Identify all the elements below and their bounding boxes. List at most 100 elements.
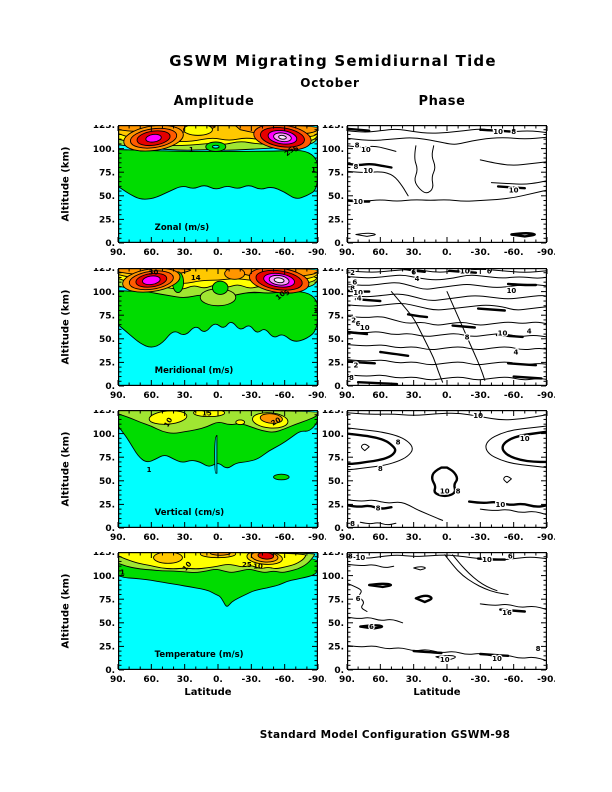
- phase-contour-line: [347, 374, 547, 381]
- contour-label: 10: [355, 554, 365, 562]
- y-tick-label: 100.: [93, 572, 115, 582]
- phase-contour-line: [347, 170, 409, 197]
- contour-label: 10: [495, 501, 505, 509]
- y-tick-label: 75.: [328, 168, 344, 178]
- phase-contour-line: [347, 289, 371, 293]
- contour-label: 2: [351, 316, 356, 324]
- contour-label: 10: [363, 167, 373, 175]
- contour-label: 4: [415, 275, 420, 283]
- phase-contour-line: [510, 232, 536, 238]
- contour-label: 8: [355, 141, 360, 149]
- y-tick-label: 75.: [328, 311, 344, 321]
- phase-contour-line: [347, 136, 547, 145]
- phase-contour-line: [354, 298, 382, 303]
- x-tick-label: 30.: [406, 391, 422, 401]
- y-tick-label: 0.: [105, 666, 115, 676]
- y-tick-label: 125.: [93, 410, 115, 416]
- x-tick-label: -30.: [470, 533, 490, 543]
- y-tick-label: 100.: [322, 572, 344, 582]
- x-axis-label: Latitude: [184, 687, 231, 698]
- contour-label: 10: [440, 488, 450, 496]
- y-tick-label: 25.: [328, 643, 344, 653]
- contour-label: 10: [482, 556, 492, 564]
- contour-label: 20: [270, 416, 283, 428]
- contour-label: 10: [440, 656, 450, 664]
- x-tick-label: -30.: [241, 248, 261, 258]
- x-tick-label: -60.: [504, 248, 524, 258]
- phase-contour-line: [347, 331, 369, 336]
- phase-contour-line: [414, 145, 436, 194]
- y-tick-label: 25.: [328, 359, 344, 369]
- phase-contour-line: [476, 557, 506, 561]
- phase-contour-line: [379, 350, 410, 357]
- contour-region: [214, 435, 218, 474]
- y-tick-label: 25.: [99, 501, 115, 511]
- y-axis-label: Altitude (km): [60, 289, 72, 365]
- x-tick-label: -60.: [504, 675, 524, 685]
- contour-label: 6: [356, 320, 361, 328]
- contour-label: 8: [456, 488, 461, 496]
- phase-contour-line: [403, 268, 426, 273]
- phase-contour-line: [347, 554, 547, 561]
- contour-label: 10: [253, 563, 263, 571]
- contour-label: 8: [378, 465, 383, 473]
- contour-label: 8: [350, 520, 355, 528]
- y-tick-label: 75.: [328, 453, 344, 463]
- y-tick-label: 50.: [99, 335, 115, 345]
- phase-contour-line: [347, 145, 397, 152]
- phase-contour-line: [355, 232, 376, 237]
- phase-contour-line: [479, 508, 547, 516]
- y-tick-label: 25.: [328, 501, 344, 511]
- x-tick-label: 30.: [406, 248, 422, 258]
- contour-label: 8: [511, 128, 516, 136]
- x-tick-label: -30.: [470, 391, 490, 401]
- x-tick-label: 60.: [143, 675, 159, 685]
- phase-contour-line: [499, 608, 526, 613]
- x-tick-label: 0.: [213, 675, 223, 685]
- column-header-phase: Phase: [418, 94, 466, 109]
- phase-contour-line: [479, 652, 510, 657]
- contour-label: 1: [147, 466, 152, 474]
- x-tick-label: 60.: [372, 391, 388, 401]
- y-tick-label: 75.: [328, 595, 344, 605]
- phase-contour-line: [347, 563, 395, 568]
- y-tick-label: 125.: [322, 125, 344, 131]
- y-tick-label: 50.: [328, 335, 344, 345]
- y-tick-label: 25.: [328, 216, 344, 226]
- phase-contour-line: [347, 645, 547, 662]
- x-tick-label: 0.: [213, 248, 223, 258]
- x-tick-label: -60.: [504, 533, 524, 543]
- contour-label: 8: [465, 333, 470, 341]
- x-tick-label: -30.: [241, 391, 261, 401]
- contour-label: 6: [369, 623, 374, 631]
- x-tick-label: 30.: [177, 675, 193, 685]
- contour-label: 1: [120, 568, 125, 576]
- contour-label: 10: [509, 187, 519, 195]
- phase-contour-line: [347, 315, 547, 326]
- phase-contour-line: [360, 443, 370, 452]
- y-tick-label: 0.: [105, 239, 115, 249]
- contour-label: 10: [460, 268, 470, 275]
- phase-contour-line: [347, 616, 404, 624]
- y-tick-label: 0.: [334, 239, 344, 249]
- x-tick-label: -90.: [537, 391, 555, 401]
- y-tick-label: 50.: [328, 477, 344, 487]
- x-tick-label: -30.: [241, 675, 261, 685]
- phase-contour-line: [430, 466, 459, 498]
- y-tick-label: 125.: [93, 268, 115, 274]
- y-tick-label: 125.: [322, 552, 344, 558]
- x-tick-label: -90.: [537, 533, 555, 543]
- x-axis-label: Latitude: [413, 687, 460, 698]
- y-tick-label: 100.: [93, 145, 115, 155]
- x-tick-label: -60.: [275, 675, 295, 685]
- panel-variable-label: Meridional (m/s): [155, 366, 234, 376]
- contour-label: 10: [163, 416, 175, 429]
- phase-contour-line: [347, 189, 547, 202]
- x-tick-label: -30.: [470, 248, 490, 258]
- y-tick-label: 25.: [99, 216, 115, 226]
- phase-contour-line: [347, 360, 376, 365]
- phase-contour-line: [446, 291, 486, 381]
- y-tick-label: 75.: [99, 311, 115, 321]
- phase-contour-line: [414, 594, 433, 604]
